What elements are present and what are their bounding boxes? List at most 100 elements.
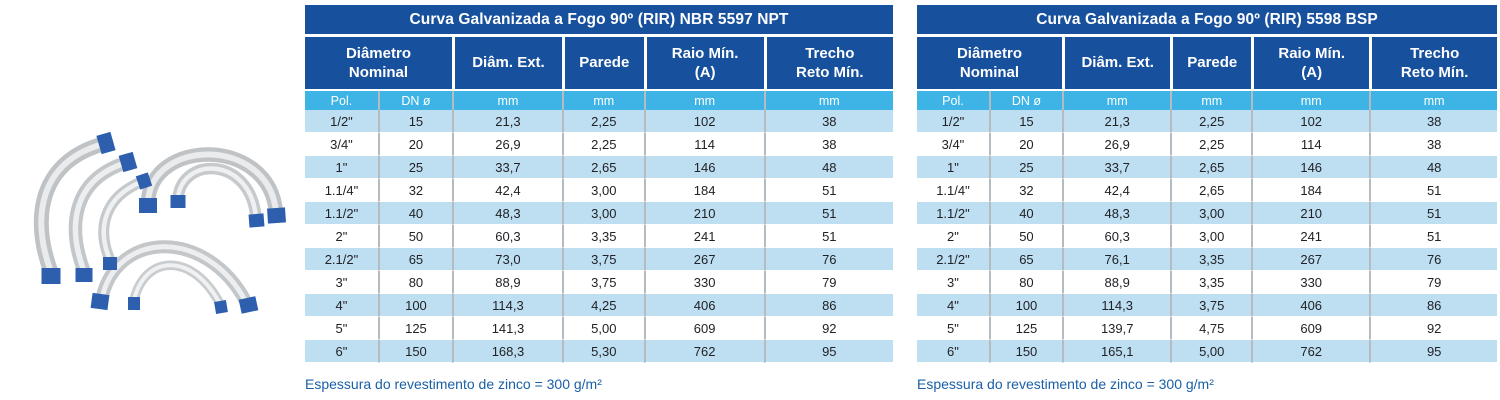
cell-parede: 3,35 bbox=[1170, 248, 1252, 271]
cell-trecho-reto: 51 bbox=[763, 225, 893, 248]
cell-dn: 150 bbox=[377, 340, 452, 363]
cell-pol: 2.1/2" bbox=[305, 248, 378, 271]
unit-diam-ext: mm bbox=[451, 91, 562, 110]
cell-pol: 6" bbox=[917, 340, 989, 363]
cell-trecho-reto: 38 bbox=[763, 133, 893, 156]
elbow-group-graphic bbox=[33, 131, 286, 314]
cell-diam-ext: 33,7 bbox=[1061, 156, 1171, 179]
cell-diam-ext: 42,4 bbox=[1061, 179, 1171, 202]
cell-raio-min: 102 bbox=[1251, 110, 1370, 133]
spec-table-nbr-5597-npt: Curva Galvanizada a Fogo 90º (RIR) NBR 5… bbox=[305, 5, 893, 392]
cell-parede: 3,75 bbox=[561, 248, 644, 271]
cell-dn: 32 bbox=[988, 179, 1062, 202]
cell-trecho-reto: 92 bbox=[763, 317, 893, 340]
table-body: 1/2" 15 21,3 2,25 102 38 3/4" 20 26,9 2,25 114 38 1"… bbox=[917, 110, 1497, 363]
table-row: 1.1/2" 40 48,3 3,00 210 51 bbox=[305, 202, 893, 225]
cell-dn: 15 bbox=[377, 110, 452, 133]
col-header-diametro-nominal: Diâmetro Nominal bbox=[917, 37, 1062, 91]
cell-parede: 3,00 bbox=[561, 202, 644, 225]
cell-trecho-reto: 38 bbox=[1369, 110, 1497, 133]
cell-raio-min: 406 bbox=[1251, 294, 1370, 317]
cell-pol: 2" bbox=[305, 225, 378, 248]
cell-trecho-reto: 95 bbox=[763, 340, 893, 363]
cell-trecho-reto: 51 bbox=[1369, 225, 1497, 248]
col-header-parede: Parede bbox=[561, 37, 644, 91]
col-header-diam-ext: Diâm. Ext. bbox=[1061, 37, 1171, 91]
cell-diam-ext: 48,3 bbox=[1061, 202, 1171, 225]
cell-raio-min: 267 bbox=[643, 248, 764, 271]
table-row: 1/2" 15 21,3 2,25 102 38 bbox=[917, 110, 1497, 133]
table-row: 3" 80 88,9 3,35 330 79 bbox=[917, 271, 1497, 294]
galvanized-conduit-bends-photo bbox=[33, 131, 286, 314]
cell-parede: 3,35 bbox=[1170, 271, 1252, 294]
cell-dn: 40 bbox=[988, 202, 1062, 225]
cell-diam-ext: 139,7 bbox=[1061, 317, 1171, 340]
cell-pol: 1.1/4" bbox=[917, 179, 989, 202]
cell-dn: 50 bbox=[377, 225, 452, 248]
zinc-coating-note: Espessura do revestimento de zinco = 300… bbox=[305, 376, 602, 392]
spec-data-table: Diâmetro Nominal Diâm. Ext. Parede Raio … bbox=[917, 37, 1497, 363]
cell-diam-ext: 42,4 bbox=[451, 179, 562, 202]
table-row: 6" 150 168,3 5,30 762 95 bbox=[305, 340, 893, 363]
table-title: Curva Galvanizada a Fogo 90º (RIR) 5598 … bbox=[917, 5, 1497, 34]
cell-trecho-reto: 51 bbox=[1369, 179, 1497, 202]
cell-diam-ext: 33,7 bbox=[451, 156, 562, 179]
unit-pol: Pol. bbox=[305, 91, 378, 110]
cell-dn: 150 bbox=[988, 340, 1062, 363]
table-row: 3" 80 88,9 3,75 330 79 bbox=[305, 271, 893, 294]
col-header-raio-min: Raio Mín. (A) bbox=[1251, 37, 1370, 91]
table-row: 4" 100 114,3 3,75 406 86 bbox=[917, 294, 1497, 317]
cell-trecho-reto: 95 bbox=[1369, 340, 1497, 363]
cell-pol: 2" bbox=[917, 225, 989, 248]
cell-raio-min: 330 bbox=[643, 271, 764, 294]
cell-pol: 5" bbox=[305, 317, 378, 340]
unit-trecho: mm bbox=[1369, 91, 1497, 110]
table-row: 5" 125 141,3 5,00 609 92 bbox=[305, 317, 893, 340]
spec-table-5598-bsp: Curva Galvanizada a Fogo 90º (RIR) 5598 … bbox=[917, 5, 1497, 392]
cell-parede: 3,00 bbox=[561, 179, 644, 202]
cell-trecho-reto: 38 bbox=[763, 110, 893, 133]
zinc-coating-note: Espessura do revestimento de zinco = 300… bbox=[917, 376, 1214, 392]
cell-dn: 80 bbox=[377, 271, 452, 294]
col-header-trecho-reto-min: Trecho Reto Mín. bbox=[1369, 37, 1497, 91]
column-header-row: Diâmetro Nominal Diâm. Ext. Parede Raio … bbox=[917, 37, 1497, 91]
cell-trecho-reto: 38 bbox=[1369, 133, 1497, 156]
cell-pol: 3" bbox=[917, 271, 989, 294]
cell-dn: 100 bbox=[377, 294, 452, 317]
cell-dn: 15 bbox=[988, 110, 1062, 133]
unit-dn: DN ø bbox=[377, 91, 452, 110]
cell-trecho-reto: 48 bbox=[1369, 156, 1497, 179]
cell-trecho-reto: 51 bbox=[763, 179, 893, 202]
cell-dn: 40 bbox=[377, 202, 452, 225]
cell-pol: 4" bbox=[917, 294, 989, 317]
cell-pol: 2.1/2" bbox=[917, 248, 989, 271]
cell-trecho-reto: 79 bbox=[1369, 271, 1497, 294]
table-body: 1/2" 15 21,3 2,25 102 38 3/4" 20 26,9 2,25 114 38 1"… bbox=[305, 110, 893, 363]
cell-parede: 5,30 bbox=[561, 340, 644, 363]
cell-pol: 3" bbox=[305, 271, 378, 294]
units-row: Pol. DN ø mm mm mm mm bbox=[917, 91, 1497, 110]
cell-dn: 32 bbox=[377, 179, 452, 202]
table-row: 1/2" 15 21,3 2,25 102 38 bbox=[305, 110, 893, 133]
cell-parede: 3,00 bbox=[1170, 225, 1252, 248]
table-title: Curva Galvanizada a Fogo 90º (RIR) NBR 5… bbox=[305, 5, 893, 34]
cell-pol: 1" bbox=[917, 156, 989, 179]
cell-diam-ext: 26,9 bbox=[451, 133, 562, 156]
cell-diam-ext: 165,1 bbox=[1061, 340, 1171, 363]
cell-diam-ext: 21,3 bbox=[1061, 110, 1171, 133]
cell-parede: 5,00 bbox=[561, 317, 644, 340]
cell-diam-ext: 114,3 bbox=[1061, 294, 1171, 317]
col-header-diametro-nominal: Diâmetro Nominal bbox=[305, 37, 452, 91]
cell-dn: 100 bbox=[988, 294, 1062, 317]
cell-parede: 2,25 bbox=[1170, 110, 1252, 133]
cell-trecho-reto: 79 bbox=[763, 271, 893, 294]
cell-raio-min: 406 bbox=[643, 294, 764, 317]
cell-parede: 2,65 bbox=[561, 156, 644, 179]
cell-parede: 2,25 bbox=[1170, 133, 1252, 156]
cell-raio-min: 146 bbox=[643, 156, 764, 179]
cell-raio-min: 184 bbox=[643, 179, 764, 202]
cell-trecho-reto: 86 bbox=[1369, 294, 1497, 317]
cell-pol: 5" bbox=[917, 317, 989, 340]
cell-parede: 3,75 bbox=[1170, 294, 1252, 317]
cell-trecho-reto: 48 bbox=[763, 156, 893, 179]
